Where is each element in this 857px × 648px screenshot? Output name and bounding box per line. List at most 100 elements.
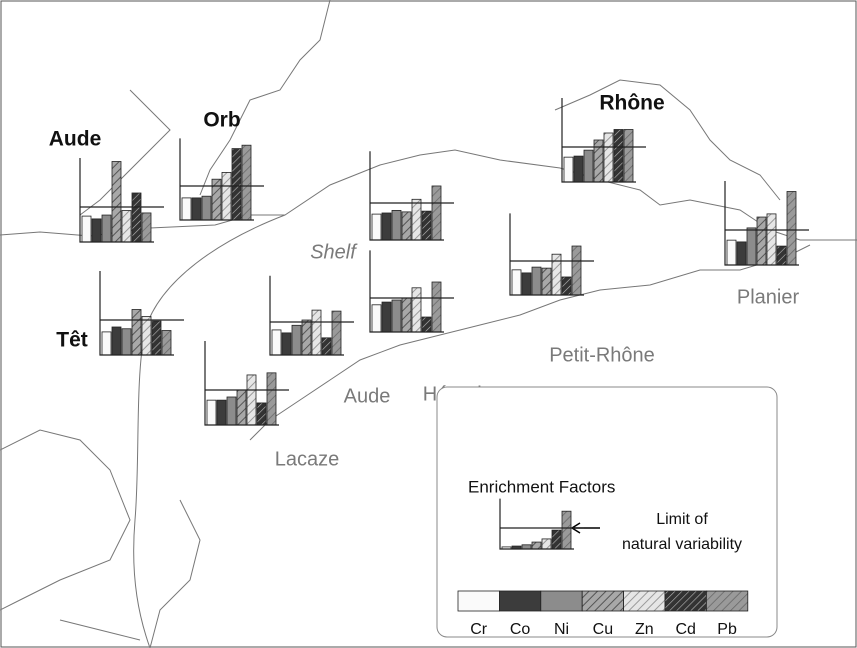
limit-label: Limit of	[656, 511, 708, 528]
bar	[216, 399, 227, 426]
site-label: Planier	[737, 286, 800, 308]
chart-frame	[204, 341, 279, 426]
bar	[256, 402, 267, 426]
site-charts: AudeOrbRhôneShelfPlanierPetit-RhôneTêtHé…	[49, 92, 809, 470]
bar	[521, 544, 532, 550]
chart-frame	[269, 275, 344, 356]
bar	[531, 266, 542, 296]
bar	[226, 396, 237, 426]
bar	[131, 192, 142, 243]
site-label: Aude	[344, 385, 391, 407]
bar	[531, 541, 542, 550]
bar	[81, 215, 92, 243]
bar	[311, 309, 322, 356]
legend-element: Ni	[554, 621, 569, 638]
bar	[561, 510, 572, 550]
bar	[121, 328, 132, 356]
bar	[736, 241, 747, 266]
bar	[321, 337, 332, 356]
bar	[371, 213, 382, 241]
legend-swatch	[706, 590, 749, 612]
bar	[603, 132, 614, 183]
bar	[281, 332, 292, 356]
bar	[541, 267, 552, 296]
chart-frame	[369, 151, 444, 241]
site-label: Orb	[203, 109, 240, 132]
bar	[766, 213, 777, 266]
chart-frame	[561, 98, 636, 183]
bar	[521, 272, 532, 296]
chart-frame	[79, 158, 154, 243]
bar	[131, 309, 142, 356]
bar	[246, 374, 257, 426]
bar	[421, 210, 432, 241]
chart-frame	[179, 138, 254, 221]
legend: Enrichment Factors Limit of natural variab…	[436, 386, 778, 638]
bar	[593, 139, 604, 183]
bar	[91, 218, 102, 243]
bar	[331, 310, 342, 356]
site-chart: Aude	[269, 275, 391, 407]
bar	[411, 198, 422, 241]
bar	[391, 299, 402, 333]
site-label: Têt	[56, 329, 88, 352]
bar	[573, 155, 584, 183]
legend-box	[436, 386, 778, 638]
bar	[401, 211, 412, 241]
bar	[141, 212, 152, 243]
limit-label: natural variability	[622, 536, 742, 553]
bar	[266, 372, 277, 426]
bar	[613, 129, 624, 183]
bar	[191, 197, 202, 221]
site-label: Shelf	[310, 241, 358, 263]
bar	[563, 156, 574, 183]
legend-element: Co	[510, 621, 531, 638]
site-label: Aude	[49, 128, 102, 151]
legend-element: Cd	[675, 621, 695, 638]
legend-swatch	[664, 590, 707, 612]
bar	[151, 320, 162, 356]
bar	[421, 316, 432, 333]
bar	[776, 245, 787, 266]
bar	[161, 330, 172, 356]
site-chart: Rhône	[561, 92, 665, 183]
chart-frame	[724, 181, 799, 266]
legend-swatch	[498, 590, 542, 612]
bar	[726, 239, 737, 266]
legend-swatch	[623, 590, 666, 612]
bar	[201, 195, 212, 221]
bar	[571, 245, 582, 296]
bar	[291, 324, 302, 356]
bar	[551, 253, 562, 296]
bar	[221, 171, 232, 221]
legend-swatch	[581, 590, 625, 612]
bar	[101, 331, 112, 356]
bar	[391, 209, 402, 241]
site-chart: Aude	[49, 128, 164, 243]
bar	[231, 148, 242, 221]
legend-swatch	[540, 590, 583, 612]
bar	[236, 389, 247, 426]
bar	[623, 129, 634, 183]
bar	[431, 281, 442, 333]
legend-chart-frame	[499, 498, 574, 550]
legend-title: Enrichment Factors	[468, 477, 615, 496]
site-chart: Planier	[724, 181, 809, 308]
legend-swatch	[457, 590, 500, 612]
bar	[206, 399, 217, 426]
bar	[541, 538, 552, 550]
chart-frame	[369, 250, 444, 333]
site-chart: Shelf	[310, 151, 454, 263]
bar	[583, 149, 594, 183]
site-label: Rhône	[599, 92, 664, 115]
bar	[786, 191, 797, 266]
bar	[141, 316, 152, 356]
site-chart: Têt	[56, 271, 184, 356]
bar	[181, 197, 192, 221]
bar	[381, 212, 392, 241]
legend-element: Cr	[470, 621, 488, 638]
bar	[121, 210, 132, 243]
legend-element: Zn	[635, 621, 654, 638]
